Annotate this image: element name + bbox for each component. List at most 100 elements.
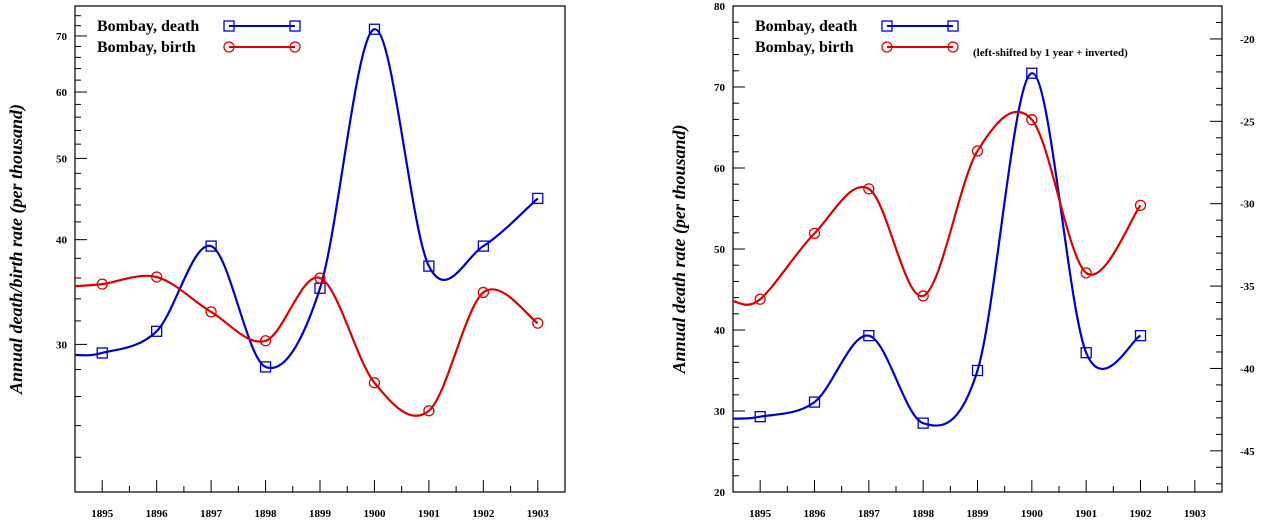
y-tick-label: 20 (714, 487, 726, 499)
data-point (314, 272, 326, 284)
y-tick-label: 50 (56, 153, 68, 165)
data-point (96, 347, 108, 359)
x-axis: 1895 1896 1897 1898 1899 1900 1901 1902 1903 (74, 480, 566, 520)
x-tick-label: 1895 (749, 508, 772, 520)
data-point (151, 271, 163, 283)
data-point (1134, 199, 1147, 211)
y-tick-label: 40 (714, 325, 726, 337)
data-point (205, 306, 217, 318)
legend-label: Bombay, death (97, 18, 199, 35)
y-axis-left: 30 40 50 60 70 (56, 5, 87, 493)
data-point (477, 240, 489, 252)
y2-tick-label: -25 (1240, 116, 1255, 128)
y-axis-title: Annual death/birth rate (per thousand) (6, 104, 27, 395)
x-tick-label: 1902 (1130, 508, 1153, 520)
legend-label: Bombay, birth (755, 39, 854, 56)
y-axis-left: 20 30 40 50 60 70 80 (714, 1, 745, 499)
legend-marker (289, 41, 301, 53)
legend: Bombay, death Bombay, birth (left-shifted … (755, 18, 1128, 59)
legend: Bombay, death Bombay, birth (97, 18, 301, 56)
series-line (74, 28, 539, 370)
x-tick-label: 1896 (146, 508, 169, 520)
data-point (754, 293, 766, 305)
y2-tick-label: -30 (1240, 199, 1255, 211)
y-tick-label: 40 (56, 235, 68, 247)
legend-marker (947, 20, 959, 32)
y2-tick-label: -35 (1240, 281, 1255, 293)
x-tick-label: 1897 (200, 508, 223, 520)
legend-label: Bombay, birth (97, 39, 196, 56)
x-tick-label: 1903 (527, 508, 550, 520)
y-tick-label: 60 (56, 87, 68, 99)
y-tick-label: 80 (714, 1, 726, 13)
series-birth (732, 110, 1147, 306)
x-tick-label: 1898 (255, 508, 278, 520)
y-tick-label: 30 (56, 339, 68, 351)
y-tick-label: 70 (56, 31, 68, 43)
series-line (732, 110, 1142, 306)
data-point (1134, 330, 1147, 342)
x-tick-label: 1898 (912, 508, 935, 520)
plot-frame (732, 5, 1223, 493)
series-death (732, 67, 1147, 429)
legend-label: Bombay, death (755, 18, 857, 35)
data-point (205, 240, 217, 252)
x-tick-label: 1901 (418, 508, 440, 520)
data-point (96, 278, 108, 290)
data-point (971, 364, 984, 377)
x-tick-label: 1899 (309, 508, 332, 520)
y-axis-right: -20 -25 -30 -35 -40 -45 (1210, 5, 1255, 485)
x-tick-label: 1903 (1184, 508, 1207, 520)
y-tick-label: 50 (714, 244, 726, 256)
y-axis-title: Annual death rate (per thousand) (669, 124, 690, 374)
legend-marker (223, 41, 235, 53)
data-point (368, 23, 381, 35)
plot-frame (74, 5, 566, 493)
series-birth (74, 271, 544, 417)
legend-marker (289, 20, 301, 32)
y-tick-label: 60 (714, 163, 726, 175)
series-line (74, 274, 539, 417)
x-tick-label: 1900 (1021, 508, 1044, 520)
data-point (863, 330, 875, 342)
x-tick-label: 1900 (363, 508, 386, 520)
data-point (808, 227, 821, 239)
data-point (151, 325, 163, 337)
x-tick-label: 1896 (804, 508, 827, 520)
chart-panel-1: 1895 1896 1897 1898 1899 1900 1901 1902 1903 30 40… (6, 5, 566, 520)
x-tick-label: 1895 (91, 508, 114, 520)
data-point (532, 317, 544, 329)
legend-marker (881, 20, 893, 32)
chart-panel-2: 1895 1896 1897 1898 1899 1900 1901 1902 1903 20 30… (669, 1, 1255, 520)
y-tick-label: 70 (714, 82, 726, 94)
data-point (423, 260, 435, 272)
x-tick-label: 1897 (858, 508, 881, 520)
data-point (754, 411, 766, 423)
data-point (1026, 67, 1038, 79)
data-point (368, 377, 381, 389)
data-point (1080, 347, 1092, 359)
x-tick-label: 1901 (1075, 508, 1097, 520)
legend-marker (881, 41, 893, 53)
data-point (423, 405, 435, 417)
legend-marker (223, 20, 235, 32)
data-point (259, 361, 272, 373)
data-point (259, 335, 272, 347)
data-point (477, 286, 489, 299)
y2-tick-label: -20 (1240, 34, 1255, 46)
y-tick-label: 30 (714, 406, 726, 418)
x-tick-label: 1902 (472, 508, 495, 520)
data-point (917, 290, 929, 302)
legend-note: (left-shifted by 1 year + inverted) (973, 47, 1128, 59)
legend-marker (947, 41, 959, 53)
data-point (971, 145, 984, 157)
y2-tick-label: -45 (1240, 446, 1255, 458)
data-point (917, 417, 929, 429)
data-point (532, 192, 544, 205)
data-point (1080, 267, 1092, 279)
data-point (1026, 114, 1038, 126)
data-point (808, 396, 821, 408)
y2-tick-label: -40 (1240, 363, 1255, 375)
x-axis: 1895 1896 1897 1898 1899 1900 1901 1902 1903 (732, 480, 1223, 520)
